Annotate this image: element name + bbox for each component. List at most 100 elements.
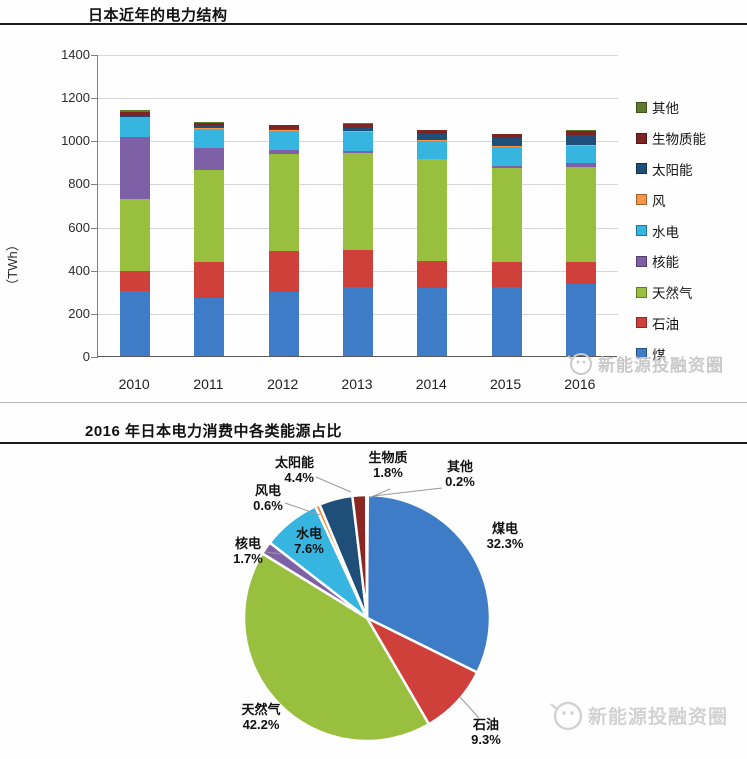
- bar-segment-生物质能: [268, 125, 299, 129]
- legend-swatch-icon: [636, 255, 647, 267]
- pie-leader-line-其他: [373, 487, 443, 497]
- x-tick-label-2013: 2013: [341, 376, 373, 392]
- bar-segment-其他: [194, 121, 225, 124]
- legend-item-风: 风: [636, 184, 706, 215]
- bar-segment-太阳能: [491, 138, 522, 146]
- bar-segment-水电: [491, 146, 522, 167]
- legend-label: 生物质能: [652, 132, 706, 148]
- legend-swatch-icon: [636, 163, 647, 175]
- pie-leader-line-生物质: [368, 488, 391, 499]
- pie-slice-煤电: [365, 493, 492, 674]
- bar-segment-天然气: [565, 166, 596, 262]
- y-tick-label: 0: [82, 349, 90, 364]
- y-tick: [91, 141, 98, 143]
- legend-item-石油: 石油: [636, 308, 706, 339]
- bar-segment-其他: [120, 109, 151, 113]
- divider-gray: [0, 402, 747, 403]
- bar-segment-其他: [343, 123, 373, 125]
- y-tick: [91, 357, 98, 358]
- bar-segment-太阳能: [565, 134, 596, 145]
- bar-segment-水电: [565, 146, 596, 163]
- legend-item-太阳能: 太阳能: [636, 154, 706, 185]
- pie-slice-其他: [364, 493, 370, 620]
- y-tick: [91, 313, 98, 315]
- bar-segment-风: [417, 139, 448, 141]
- bar-segment-风: [268, 130, 299, 132]
- pie-slice-天然气: [242, 552, 431, 743]
- x-tick-label-2015: 2015: [489, 376, 522, 392]
- y-tick-label: 1200: [61, 90, 90, 106]
- bar-segment-煤: [565, 284, 596, 356]
- y-tick: [91, 98, 98, 100]
- legend-swatch-icon: [636, 101, 647, 113]
- bar-segment-核能: [343, 151, 373, 154]
- pie-label-天然气: 天然气 42.2%: [241, 702, 281, 732]
- y-tick-label: 800: [68, 176, 90, 192]
- bar-segment-其他: [491, 133, 522, 135]
- legend-item-水电: 水电: [636, 215, 706, 246]
- divider-pie: [0, 442, 747, 444]
- bar-segment-煤: [268, 291, 299, 356]
- bar-segment-生物质能: [417, 130, 448, 135]
- bar-segment-天然气: [343, 153, 373, 250]
- bar-segment-风: [343, 131, 373, 133]
- legend-item-其他: 其他: [636, 92, 706, 123]
- bar-plot: [91, 55, 618, 358]
- legend-label: 石油: [652, 316, 679, 332]
- bar-segment-天然气: [417, 158, 448, 262]
- bar-segment-天然气: [491, 168, 522, 262]
- legend-label: 太阳能: [652, 162, 693, 178]
- bar-segment-石油: [120, 271, 151, 292]
- legend-label: 水电: [652, 224, 679, 240]
- y-tick-label: 200: [68, 305, 90, 321]
- bar-chart-title: 日本近年的电力结构: [88, 7, 228, 24]
- bar-segment-煤: [120, 291, 151, 356]
- pie-label-石油: 石油 9.3%: [471, 717, 501, 747]
- bar-segment-风: [120, 116, 151, 118]
- pie-label-生物质: 生物质 1.8%: [368, 450, 408, 480]
- bar-2011: [194, 121, 225, 356]
- bar-segment-核能: [565, 162, 596, 167]
- legend-swatch-icon: [636, 225, 647, 237]
- bar-segment-核能: [120, 137, 151, 200]
- x-tick-label-2010: 2010: [118, 376, 150, 392]
- x-tick-label-2011: 2011: [193, 376, 224, 392]
- pie-label-核电: 核电 1.7%: [233, 536, 263, 566]
- pie-chart-title: 2016 年日本电力消费中各类能源占比: [85, 423, 343, 440]
- bar-segment-风: [565, 144, 596, 147]
- legend-swatch-icon: [636, 317, 647, 329]
- x-tick-label-2014: 2014: [415, 376, 447, 392]
- bar-segment-其他: [417, 129, 448, 131]
- bar-2012: [268, 124, 299, 356]
- legend-swatch-icon: [636, 194, 647, 206]
- bar-segment-太阳能: [194, 126, 225, 128]
- bar-segment-天然气: [120, 199, 151, 272]
- gridline-1400: [98, 55, 618, 56]
- legend-label: 风: [652, 193, 666, 209]
- bar-segment-核能: [194, 148, 225, 171]
- watermark-logo-icon: [550, 701, 583, 731]
- bar-segment-天然气: [194, 170, 225, 262]
- y-tick: [91, 227, 98, 229]
- pie-label-风电: 风电 0.6%: [253, 483, 283, 513]
- bar-segment-太阳能: [120, 115, 151, 117]
- bar-segment-生物质能: [120, 112, 151, 116]
- bar-segment-煤: [194, 298, 225, 356]
- bar-segment-石油: [565, 261, 596, 285]
- pie-label-水电: 水电 7.6%: [294, 526, 324, 556]
- bar-segment-水电: [417, 140, 448, 159]
- pie-leader-line-风电: [284, 502, 321, 516]
- bar-segment-核能: [491, 166, 522, 169]
- bar-segment-核能: [268, 150, 299, 154]
- legend-swatch-icon: [636, 348, 647, 360]
- legend: 其他 生物质能 太阳能风水电 核能 天然气 石油煤: [636, 92, 706, 369]
- y-tick-label: 1000: [61, 133, 90, 149]
- legend-label: 天然气: [652, 286, 693, 302]
- bar-segment-石油: [268, 251, 299, 292]
- watermark-pie-chart: 新能源投融资圈: [548, 694, 728, 736]
- y-tick-label: 400: [68, 262, 90, 278]
- bar-segment-太阳能: [343, 127, 373, 131]
- legend-label: 煤: [652, 347, 666, 363]
- watermark-bar-chart: 新能源投融资圈: [566, 348, 724, 378]
